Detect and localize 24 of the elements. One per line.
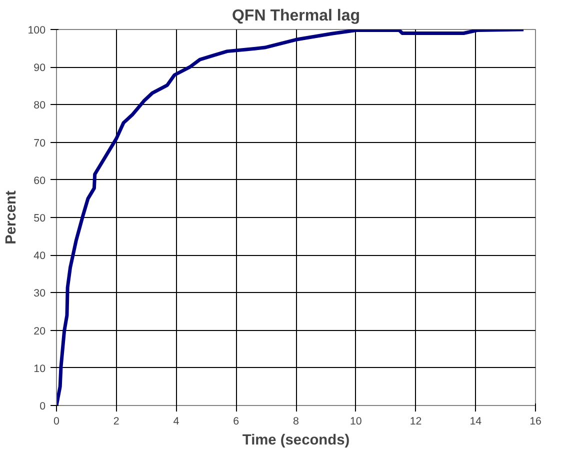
- y-tick-label: 100: [28, 24, 46, 36]
- y-tick-label: 60: [34, 174, 46, 187]
- y-tick-label: 0: [40, 400, 46, 412]
- y-tick-label: 40: [34, 250, 46, 262]
- y-tick-label: 10: [34, 362, 46, 375]
- line-series: [56, 30, 526, 406]
- y-tick-label: 50: [34, 212, 46, 224]
- x-tick-label: 12: [410, 416, 422, 428]
- x-tick-label: 0: [54, 416, 60, 428]
- x-tick-label: 2: [113, 416, 120, 428]
- y-tick-label: 20: [34, 325, 46, 338]
- x-tick-label: 8: [293, 416, 300, 428]
- chart-title: QFN Thermal lag: [232, 8, 360, 24]
- x-tick-label: 6: [233, 416, 240, 428]
- y-tick-label: 30: [34, 288, 46, 300]
- y-tick-label: 80: [34, 100, 46, 112]
- y-tick-label: 90: [34, 62, 46, 74]
- x-tick-label: 10: [350, 416, 362, 428]
- y-tick-label: 70: [34, 137, 46, 150]
- x-axis-title: Time (seconds): [242, 432, 350, 448]
- x-tick-label: 4: [173, 416, 180, 428]
- x-tick-label: 16: [530, 416, 542, 428]
- x-tick-label: 14: [470, 416, 482, 428]
- y-axis-title: Percent: [4, 190, 20, 244]
